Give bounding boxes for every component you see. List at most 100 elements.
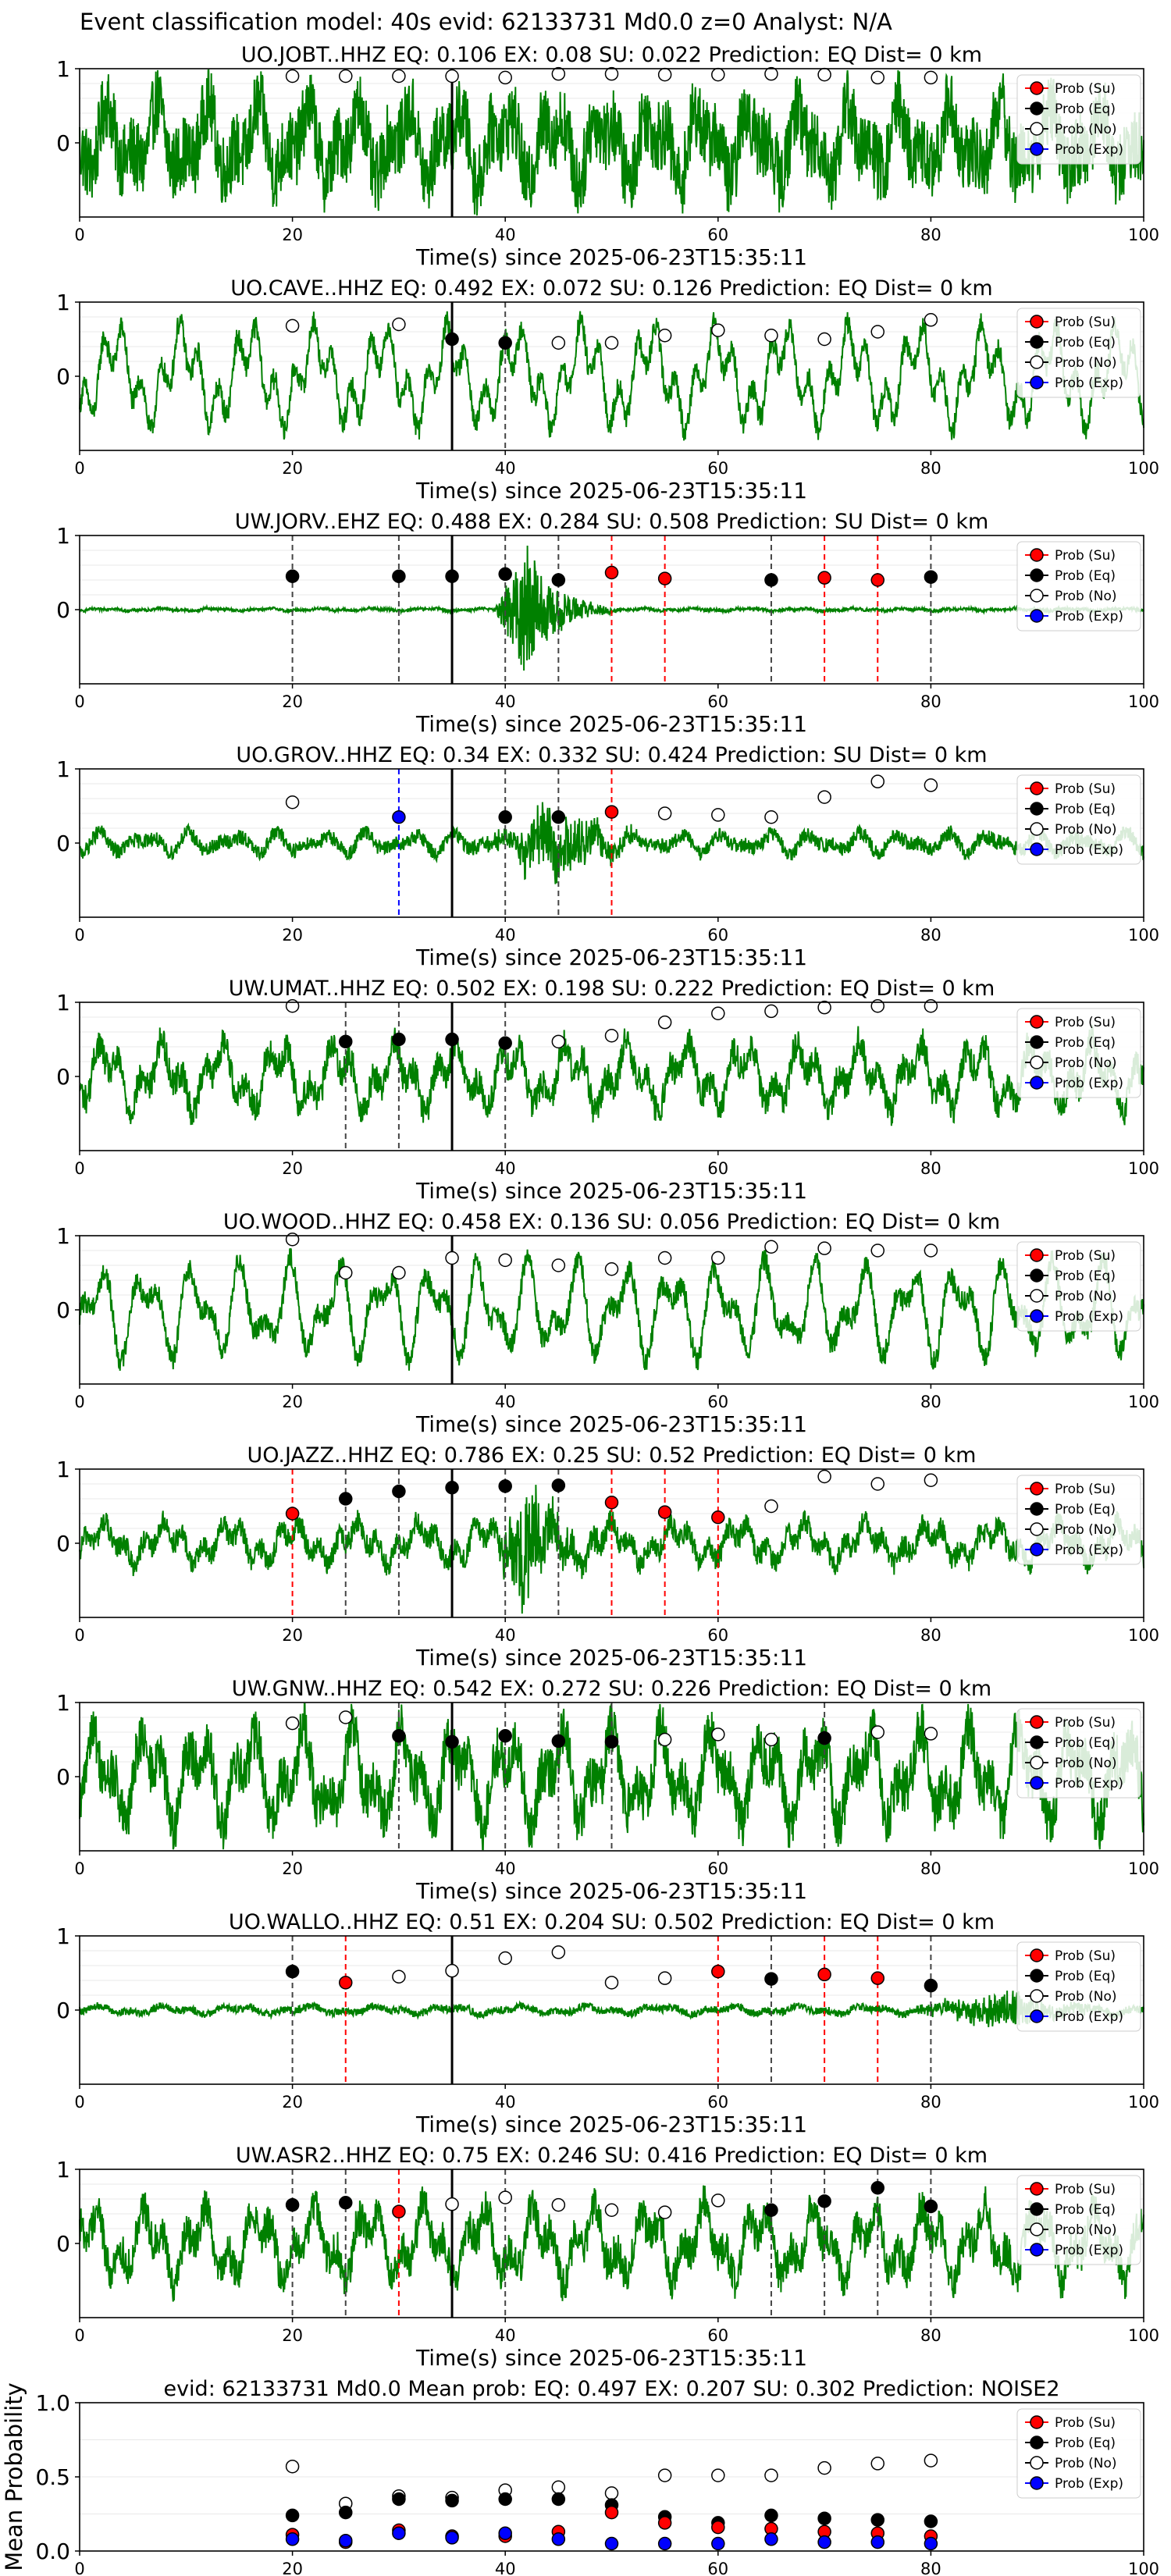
waveform-trace: [79, 1247, 1144, 1372]
mean-prob-point-exp: [657, 2536, 672, 2551]
x-tick-label: 80: [920, 2326, 941, 2345]
legend-label-su: Prob (Su): [1055, 781, 1116, 797]
mean-prob-point-no: [817, 2460, 831, 2475]
prob-point-no: [711, 808, 725, 822]
x-tick-label: 60: [707, 926, 728, 945]
x-tick-label: 100: [1128, 2326, 1159, 2345]
prob-point-no: [285, 69, 300, 84]
mean-prob-point-exp: [285, 2532, 300, 2546]
x-tick-label: 20: [282, 1859, 303, 1878]
x-tick-label: 80: [920, 2093, 941, 2112]
legend-label-exp: Prob (Exp): [1055, 609, 1123, 624]
prob-point-no: [924, 999, 938, 1013]
prob-point-no: [764, 1004, 778, 1019]
y-tick-label: 1: [56, 523, 70, 549]
legend-marker-no: [1030, 355, 1044, 369]
x-tick-label: 20: [282, 459, 303, 478]
prob-point-no: [924, 70, 938, 85]
x-tick-label: 40: [495, 1859, 516, 1878]
x-axis-label: Time(s) since 2025-06-23T15:35:11: [415, 1878, 807, 1904]
mean-prob-point-eq: [924, 2514, 938, 2528]
legend: Prob (Su) Prob (Eq) Prob (No) Prob (Exp): [1016, 1475, 1141, 1565]
legend-label-no: Prob (No): [1055, 2222, 1117, 2238]
mean-prob-point-no: [924, 2453, 938, 2467]
prob-point-no: [392, 1265, 406, 1280]
prob-point-eq: [924, 1978, 938, 1993]
x-tick-label: 60: [707, 1393, 728, 1411]
prob-point-no: [551, 66, 566, 81]
y-tick-label: 0: [56, 1531, 70, 1557]
legend-label-exp: Prob (Exp): [1055, 1542, 1123, 1558]
x-tick-label: 0: [74, 1159, 84, 1178]
legend-label-no: Prob (No): [1055, 1055, 1117, 1071]
legend-marker-su: [1030, 1948, 1044, 1962]
prob-point-eq: [817, 2194, 831, 2208]
mean-prob-point-eq: [870, 2513, 884, 2527]
x-tick-label: 0: [74, 1626, 84, 1645]
prob-point-eq: [924, 2199, 938, 2214]
legend-label-eq: Prob (Eq): [1055, 1502, 1116, 1517]
prob-point-no: [392, 1969, 406, 1984]
x-tick-label: 100: [1128, 1859, 1159, 1878]
prob-point-no: [817, 1000, 831, 1015]
mean-prob-point-eq: [498, 2492, 512, 2507]
x-tick-label: 80: [920, 692, 941, 711]
prob-point-no: [924, 1473, 938, 1487]
y-tick-label: 1: [56, 990, 70, 1016]
legend-label-no: Prob (No): [1055, 1989, 1117, 2005]
legend-marker-exp: [1030, 1542, 1044, 1557]
prob-point-eq: [817, 1731, 831, 1745]
x-tick-label: 60: [707, 459, 728, 478]
x-tick-label: 40: [495, 2560, 516, 2576]
prob-point-no: [924, 1727, 938, 1741]
legend-label-su: Prob (Su): [1055, 1482, 1116, 1497]
legend-marker-eq: [1030, 1969, 1044, 1983]
x-tick-label: 0: [74, 226, 84, 244]
x-tick-label: 80: [920, 459, 941, 478]
legend-label-no: Prob (No): [1055, 1522, 1117, 1538]
y-tick-label: 0: [56, 1764, 70, 1790]
prob-point-eq: [764, 2203, 778, 2217]
prob-point-eq: [551, 810, 566, 824]
legend-box: [1016, 308, 1141, 398]
prob-point-no: [339, 1710, 353, 1724]
legend-box: [1016, 1241, 1141, 1332]
panel-title: UO.JOBT..HHZ EQ: 0.106 EX: 0.08 SU: 0.02…: [241, 43, 982, 67]
waveform-trace: [79, 1024, 1144, 1126]
legend-label-su: Prob (Su): [1055, 81, 1116, 97]
prob-point-eq: [285, 569, 300, 583]
mean-prob-point-no: [285, 2459, 300, 2474]
legend-marker-su: [1030, 2415, 1044, 2429]
legend-label-eq: Prob (Eq): [1055, 101, 1116, 117]
x-tick-label: 60: [707, 1859, 728, 1878]
prob-point-eq: [498, 810, 512, 824]
prob-point-no: [498, 1951, 512, 1966]
prob-point-eq: [285, 1964, 300, 1979]
panel-title: UO.CAVE..HHZ EQ: 0.492 EX: 0.072 SU: 0.1…: [230, 276, 992, 301]
prob-point-no: [604, 1029, 619, 1043]
legend-box: [1016, 774, 1141, 865]
prob-point-no: [604, 1976, 619, 1990]
x-tick-label: 80: [920, 1393, 941, 1411]
y-tick-label: 0: [56, 597, 70, 623]
x-tick-label: 100: [1128, 1159, 1159, 1178]
x-tick-label: 100: [1128, 2093, 1159, 2112]
x-tick-label: 20: [282, 2326, 303, 2345]
x-tick-label: 20: [282, 2093, 303, 2112]
prob-point-su: [339, 1976, 353, 1990]
x-tick-label: 60: [707, 1626, 728, 1645]
x-tick-label: 20: [282, 1159, 303, 1178]
prob-point-no: [551, 2197, 566, 2212]
x-tick-label: 60: [707, 1159, 728, 1178]
x-axis-label: Time(s) since 2025-06-23T15:35:11: [415, 711, 807, 737]
legend-label-exp: Prob (Exp): [1055, 842, 1123, 858]
panel-1: UO.JOBT..HHZ EQ: 0.106 EX: 0.08 SU: 0.02…: [56, 43, 1159, 270]
prob-point-eq: [498, 1729, 512, 1743]
prob-point-no: [817, 67, 831, 82]
y-tick-label: 0: [56, 130, 70, 156]
x-tick-label: 60: [707, 692, 728, 711]
legend-marker-eq: [1030, 1035, 1044, 1049]
mean-prob-point-eq: [392, 2492, 406, 2507]
prob-point-eq: [445, 1735, 459, 1749]
prob-point-no: [870, 1725, 884, 1739]
